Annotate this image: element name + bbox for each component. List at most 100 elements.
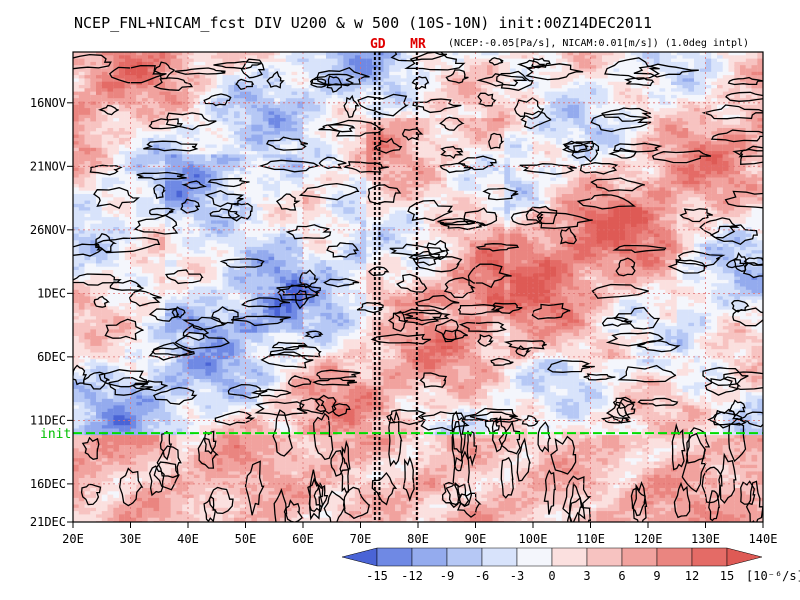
field-cell bbox=[148, 111, 154, 115]
field-cell bbox=[228, 111, 234, 115]
field-cell bbox=[79, 356, 85, 360]
field-cell bbox=[251, 234, 257, 238]
field-cell bbox=[223, 356, 229, 360]
field-cell bbox=[211, 234, 217, 238]
field-cell bbox=[142, 356, 148, 360]
field-cell bbox=[131, 111, 137, 115]
field-cell bbox=[113, 356, 119, 360]
field-cell bbox=[113, 478, 119, 482]
field-cell bbox=[154, 234, 160, 238]
field-cell bbox=[251, 356, 257, 360]
field-cell bbox=[142, 478, 148, 482]
field-cell bbox=[90, 111, 96, 115]
field-cell bbox=[131, 356, 137, 360]
field-cell bbox=[217, 478, 223, 482]
field-cell bbox=[125, 111, 131, 115]
field-cell bbox=[142, 111, 148, 115]
field-cell bbox=[182, 234, 188, 238]
field-cell bbox=[108, 356, 114, 360]
field-cell bbox=[240, 356, 246, 360]
field-cell bbox=[182, 356, 188, 360]
field-cell bbox=[119, 356, 125, 360]
field-cell bbox=[223, 111, 229, 115]
field-cell bbox=[251, 478, 257, 482]
field-cell bbox=[182, 478, 188, 482]
field-cell bbox=[148, 234, 154, 238]
field-cell bbox=[142, 234, 148, 238]
field-cell bbox=[79, 111, 85, 115]
field-cell bbox=[79, 234, 85, 238]
field-cell bbox=[73, 111, 79, 115]
field-cell bbox=[200, 356, 206, 360]
field-cell bbox=[240, 234, 246, 238]
field-cell bbox=[165, 478, 171, 482]
marker-label-mr: MR bbox=[410, 37, 426, 52]
field-cell bbox=[217, 234, 223, 238]
field-cell bbox=[125, 478, 131, 482]
field-cell bbox=[96, 111, 102, 115]
field-cell bbox=[223, 234, 229, 238]
field-cell bbox=[90, 356, 96, 360]
field-cell bbox=[246, 356, 252, 360]
field-cell bbox=[263, 478, 269, 482]
field-cell bbox=[85, 478, 91, 482]
field-cell bbox=[251, 111, 257, 115]
field-cell bbox=[188, 478, 194, 482]
field-cell bbox=[159, 111, 165, 115]
field-cell bbox=[257, 111, 263, 115]
field-cell bbox=[234, 234, 240, 238]
field-cell bbox=[136, 234, 142, 238]
field-cell bbox=[194, 356, 200, 360]
field-cell bbox=[119, 111, 125, 115]
field-cell bbox=[269, 234, 275, 238]
field-cell bbox=[96, 356, 102, 360]
hovmoller-chart: NCEP_FNL+NICAM_fcst DIV U200 & w 500 (10… bbox=[0, 0, 800, 600]
field-cell bbox=[228, 478, 234, 482]
field-cell bbox=[205, 111, 211, 115]
field-cell bbox=[228, 356, 234, 360]
field-cell bbox=[85, 234, 91, 238]
field-cell bbox=[217, 111, 223, 115]
field-cell bbox=[125, 234, 131, 238]
chart-title: NCEP_FNL+NICAM_fcst DIV U200 & w 500 (10… bbox=[74, 14, 652, 32]
field-cell bbox=[79, 478, 85, 482]
field-cell bbox=[223, 478, 229, 482]
field-cell bbox=[211, 356, 217, 360]
field-cell bbox=[211, 111, 217, 115]
field-cell bbox=[194, 234, 200, 238]
field-cell bbox=[234, 356, 240, 360]
field-cell bbox=[177, 234, 183, 238]
field-cell bbox=[211, 478, 217, 482]
field-cell bbox=[90, 234, 96, 238]
field-cell bbox=[205, 356, 211, 360]
field-cell bbox=[90, 478, 96, 482]
field-cell bbox=[263, 234, 269, 238]
field-cell bbox=[234, 478, 240, 482]
field-cell bbox=[136, 356, 142, 360]
field-cell bbox=[113, 234, 119, 238]
field-cell bbox=[240, 111, 246, 115]
field-cell bbox=[263, 111, 269, 115]
field-cell bbox=[96, 478, 102, 482]
field-cell bbox=[205, 478, 211, 482]
field-cell bbox=[200, 234, 206, 238]
field-cell bbox=[136, 111, 142, 115]
field-cell bbox=[246, 234, 252, 238]
field-cell bbox=[194, 478, 200, 482]
field-cell bbox=[131, 234, 137, 238]
field-cell bbox=[85, 356, 91, 360]
field-cell bbox=[102, 478, 108, 482]
field-cell bbox=[217, 356, 223, 360]
field-cell bbox=[200, 478, 206, 482]
field-cell bbox=[188, 356, 194, 360]
field-cell bbox=[246, 111, 252, 115]
field-cell bbox=[188, 234, 194, 238]
field-cell bbox=[154, 111, 160, 115]
field-cell bbox=[269, 111, 275, 115]
field-cell bbox=[257, 234, 263, 238]
field-cell bbox=[85, 111, 91, 115]
field-cell bbox=[119, 234, 125, 238]
field-cell bbox=[234, 111, 240, 115]
field-cell bbox=[73, 356, 79, 360]
field-cell bbox=[102, 356, 108, 360]
